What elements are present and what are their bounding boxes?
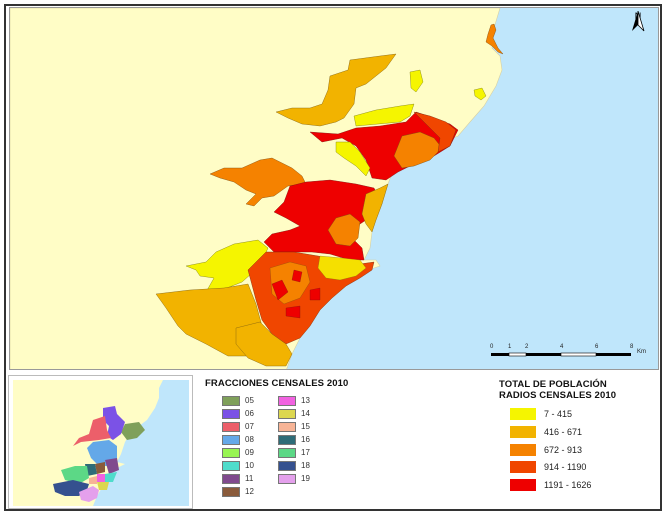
- swatch-14: [278, 409, 296, 419]
- scale-tick-1: 1: [508, 344, 512, 350]
- region-south-red-grid: [271, 269, 321, 319]
- label-16: 16: [301, 435, 310, 444]
- label-18: 18: [301, 461, 310, 470]
- swatch-06: [222, 409, 240, 419]
- north-arrow-icon: [632, 11, 645, 32]
- region-south-coast: [235, 321, 293, 367]
- label-07: 07: [245, 422, 254, 431]
- swatch-09: [222, 448, 240, 458]
- swatch-13: [278, 396, 296, 406]
- label-19: 19: [301, 474, 310, 483]
- region-small-yellow-1: [409, 69, 424, 93]
- label-08: 08: [245, 435, 254, 444]
- inset-fraction-06: [103, 406, 125, 440]
- main-map-canvas: [10, 8, 504, 369]
- scale-unit: Km: [637, 349, 646, 355]
- swatch-05: [222, 396, 240, 406]
- region-orange-east: [393, 131, 443, 169]
- swatch-17: [278, 448, 296, 458]
- region-small-yellow-2: [473, 87, 487, 101]
- region-north-coast: [485, 23, 504, 55]
- region-center-orange: [327, 213, 361, 247]
- inset-fraction-19: [79, 486, 99, 502]
- pop-label-4: 914 - 1190: [544, 462, 587, 472]
- swatch-10: [222, 461, 240, 471]
- scale-tick-0: 0: [490, 344, 494, 350]
- region-west-arm: [209, 157, 307, 207]
- pop-label-1: 7 - 415: [544, 409, 573, 419]
- label-06: 06: [245, 409, 254, 418]
- label-13: 13: [301, 396, 310, 405]
- region-yellow-inner: [335, 141, 371, 177]
- inset-fraction-13: [97, 474, 105, 482]
- label-15: 15: [301, 422, 310, 431]
- fracciones-legend-title: FRACCIONES CENSALES 2010: [205, 378, 349, 389]
- scale-tick-2: 2: [525, 344, 529, 350]
- label-09: 09: [245, 448, 254, 457]
- inset-fraction-17: [61, 466, 89, 484]
- scale-tick-6: 6: [595, 344, 599, 350]
- label-12: 12: [245, 487, 254, 496]
- pop-label-2: 416 - 671: [544, 427, 583, 437]
- inset-land: [13, 380, 163, 506]
- pop-swatch-5: [510, 479, 536, 491]
- swatch-16: [278, 435, 296, 445]
- inset-fraction-14: [97, 482, 109, 490]
- region-north-orange: [275, 53, 397, 127]
- swatch-15: [278, 422, 296, 432]
- inset-fraction-11: [105, 458, 119, 474]
- swatch-08: [222, 435, 240, 445]
- label-10: 10: [245, 461, 254, 470]
- legend-panel: FRACCIONES CENSALES 2010 05 06 07 08 09 …: [5, 372, 661, 509]
- label-14: 14: [301, 409, 310, 418]
- pop-swatch-1: [510, 408, 536, 420]
- region-redorange-east: [413, 111, 457, 153]
- region-north-yellow: [353, 103, 415, 127]
- swatch-18: [278, 461, 296, 471]
- pop-label-3: 672 - 913: [544, 445, 583, 455]
- pop-swatch-2: [510, 426, 536, 438]
- label-17: 17: [301, 448, 310, 457]
- north-arrow: N: [630, 11, 646, 32]
- poblacion-legend-title-1: TOTAL DE POBLACIÓN: [499, 379, 607, 390]
- main-map: N 0 1 2 4 6 8 Km: [9, 7, 659, 370]
- label-11: 11: [245, 474, 254, 483]
- pop-swatch-4: [510, 461, 536, 473]
- swatch-19: [278, 474, 296, 484]
- inset-fraction-07: [73, 416, 111, 446]
- poblacion-legend-title-2: RADIOS CENSALES 2010: [499, 390, 617, 401]
- label-05: 05: [245, 396, 254, 405]
- region-coast-orange: [361, 183, 389, 233]
- inset-fraction-10: [105, 472, 117, 482]
- pop-swatch-3: [510, 444, 536, 456]
- swatch-07: [222, 422, 240, 432]
- swatch-11: [222, 474, 240, 484]
- inset-fraction-15: [89, 476, 97, 484]
- scale-tick-8: 8: [630, 344, 634, 350]
- inset-fraction-12: [95, 462, 105, 474]
- scale-tick-4: 4: [560, 344, 564, 350]
- inset-fraction-05: [121, 422, 145, 440]
- scale-bar-graphic: [491, 352, 631, 357]
- pop-label-5: 1191 - 1626: [544, 480, 592, 490]
- region-south-yellow-grid: [317, 255, 367, 281]
- swatch-12: [222, 487, 240, 497]
- inset-map-canvas: [13, 380, 189, 506]
- inset-map: [8, 375, 193, 509]
